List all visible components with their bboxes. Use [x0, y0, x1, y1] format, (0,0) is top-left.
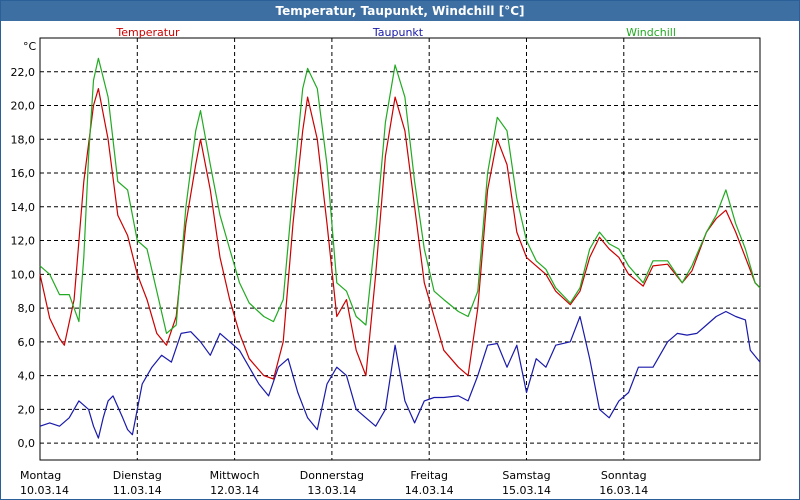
y-tick-label: 2,0: [18, 403, 36, 416]
y-tick-label: 10,0: [11, 268, 36, 281]
x-tick-day: Montag: [20, 469, 61, 482]
legend: Temperatur Taupunkt Windchill: [115, 26, 676, 39]
series-lines: [39, 57, 761, 439]
x-tick-date: 14.03.14: [405, 484, 454, 497]
y-tick-label: 12,0: [11, 235, 36, 248]
x-tick-date: 10.03.14: [20, 484, 69, 497]
x-tick-day: Dienstag: [113, 469, 162, 482]
y-tick-label: 18,0: [11, 133, 36, 146]
x-axis: Montag 10.03.14 Dienstag 11.03.14 Mittwoch 12…: [20, 469, 648, 497]
x-tick-date: 16.03.14: [599, 484, 648, 497]
x-tick-date: 15.03.14: [502, 484, 551, 497]
legend-taupunkt: Taupunkt: [372, 26, 424, 39]
x-tick-date: 12.03.14: [210, 484, 259, 497]
x-tick-day: Freitag: [410, 469, 448, 482]
x-tick-day: Mittwoch: [210, 469, 260, 482]
x-tick-date: 13.03.14: [307, 484, 356, 497]
window-title: Temperatur, Taupunkt, Windchill [°C]: [1, 1, 799, 21]
x-tick-day: Donnerstag: [300, 469, 364, 482]
grid: [40, 38, 760, 460]
y-tick-label: 0,0: [18, 437, 36, 450]
series-line-windchill: [39, 57, 761, 334]
series-line-temperatur: [39, 88, 761, 380]
y-tick-label: 20,0: [11, 100, 36, 113]
x-tick-day: Samstag: [502, 469, 550, 482]
y-tick-label: 8,0: [18, 302, 36, 315]
series-line-taupunkt: [39, 310, 761, 439]
y-tick-label: 6,0: [18, 336, 36, 349]
y-tick-label: 4,0: [18, 370, 36, 383]
y-tick-label: 14,0: [11, 201, 36, 214]
y-tick-label: 16,0: [11, 167, 36, 180]
y-axis: °C 0,0 2,0 4,0 6,0 8,0 10,0 12,0 14,0 16,0 18,0 20…: [11, 40, 37, 450]
plot-area: [39, 37, 761, 461]
legend-windchill: Windchill: [626, 26, 676, 39]
y-tick-label: 22,0: [11, 66, 36, 79]
x-tick-date: 11.03.14: [113, 484, 162, 497]
y-axis-unit-label: °C: [23, 40, 37, 53]
x-tick-day: Sonntag: [601, 469, 647, 482]
legend-temperatur: Temperatur: [115, 26, 180, 39]
